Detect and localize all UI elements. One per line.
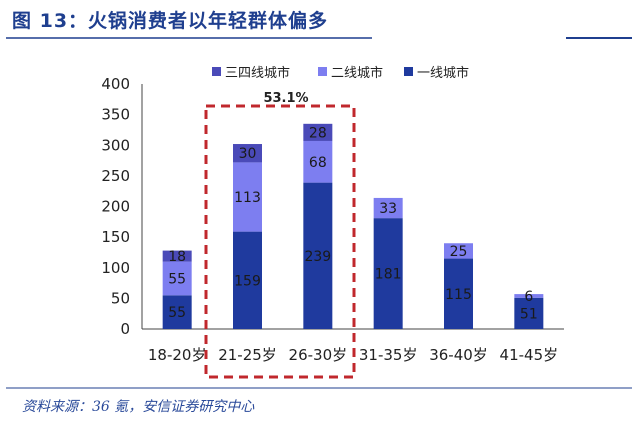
bar-36-40岁-一线城市 bbox=[444, 258, 473, 329]
legend: 三四线城市 二线城市 一线城市 bbox=[212, 65, 469, 81]
y-tick-label-250: 250 bbox=[101, 167, 130, 185]
y-tick-label-350: 350 bbox=[101, 106, 130, 124]
data-label-18-20岁-三四线城市: 18 bbox=[168, 249, 186, 265]
legend-swatch-一线城市 bbox=[404, 67, 413, 76]
legend-label-二线城市: 二线城市 bbox=[331, 65, 383, 81]
bar-26-30岁-二线城市 bbox=[303, 140, 333, 183]
bar-21-25岁-一线城市 bbox=[233, 231, 262, 329]
data-label-26-30岁-一线城市: 239 bbox=[304, 249, 331, 265]
bar-18-20岁-二线城市 bbox=[162, 261, 192, 296]
bar-21-25岁-三四线城市 bbox=[233, 144, 262, 163]
bar-31-35岁-一线城市 bbox=[373, 218, 403, 329]
y-tick-label-150: 150 bbox=[101, 228, 130, 246]
y-tick-label-400: 400 bbox=[101, 75, 130, 93]
data-label-21-25岁-三四线城市: 30 bbox=[239, 146, 257, 162]
x-tick-label-18-20岁: 18-20岁 bbox=[148, 346, 207, 364]
source-note: 资料来源：36 氪，安信证券研究中心 bbox=[22, 399, 255, 415]
y-tick-labels: 0 50 100 150 200 250 300 350 400 bbox=[101, 75, 130, 338]
data-label-21-25岁-一线城市: 159 bbox=[234, 273, 261, 289]
figure-title: 图 13：火锅消费者以年轻群体偏多 bbox=[12, 10, 329, 32]
bar-26-30岁-一线城市 bbox=[303, 182, 333, 329]
y-tick-label-50: 50 bbox=[111, 289, 130, 307]
legend-swatch-三四线城市 bbox=[212, 67, 221, 76]
data-label-36-40岁-二线城市: 25 bbox=[450, 244, 468, 260]
data-label-26-30岁-三四线城市: 28 bbox=[309, 125, 327, 141]
bar-26-30岁-三四线城市 bbox=[303, 123, 333, 141]
legend-swatch-二线城市 bbox=[318, 67, 327, 76]
y-tick-label-300: 300 bbox=[101, 136, 130, 154]
legend-label-一线城市: 一线城市 bbox=[417, 65, 469, 81]
x-tick-labels: 18-20岁 21-25岁 26-30岁 31-35岁 36-40岁 41-45岁 bbox=[148, 346, 558, 364]
x-tick-label-31-35岁: 31-35岁 bbox=[359, 346, 418, 364]
bars bbox=[162, 123, 544, 329]
data-label-41-45岁-二线城市: 6 bbox=[524, 289, 533, 305]
data-label-36-40岁-一线城市: 115 bbox=[445, 287, 472, 303]
bar-18-20岁-三四线城市 bbox=[162, 250, 192, 262]
x-tick-label-41-45岁: 41-45岁 bbox=[500, 346, 559, 364]
data-label-18-20岁-一线城市: 55 bbox=[168, 305, 186, 321]
bar-41-45岁-二线城市 bbox=[514, 294, 544, 298]
data-label-21-25岁-二线城市: 113 bbox=[234, 190, 261, 206]
bar-31-35岁-二线城市 bbox=[373, 197, 403, 219]
data-label-31-35岁-一线城市: 181 bbox=[375, 267, 402, 283]
data-labels: 55 55 18 159 113 30 239 68 28 181 33 115 25 516 bbox=[168, 125, 537, 322]
data-label-31-35岁-二线城市: 33 bbox=[379, 201, 397, 217]
x-tick-label-26-30岁: 26-30岁 bbox=[289, 346, 348, 364]
x-tick-label-21-25岁: 21-25岁 bbox=[218, 346, 277, 364]
data-label-26-30岁-二线城市: 68 bbox=[309, 155, 327, 171]
bar-41-45岁-一线城市 bbox=[514, 297, 544, 329]
legend-label-三四线城市: 三四线城市 bbox=[225, 65, 290, 81]
bar-21-25岁-二线城市 bbox=[233, 162, 262, 232]
data-label-18-20岁-二线城市: 55 bbox=[168, 271, 186, 287]
y-tick-label-0: 0 bbox=[120, 320, 130, 338]
data-label-41-45岁-一线城市: 51 bbox=[520, 306, 538, 322]
y-tick-label-200: 200 bbox=[101, 198, 130, 216]
bar-18-20岁-一线城市 bbox=[162, 295, 192, 329]
bar-36-40岁-二线城市 bbox=[444, 243, 473, 259]
y-tick-label-100: 100 bbox=[101, 259, 130, 277]
x-tick-label-36-40岁: 36-40岁 bbox=[429, 346, 488, 364]
annotation-label: 53.1% bbox=[263, 91, 308, 106]
